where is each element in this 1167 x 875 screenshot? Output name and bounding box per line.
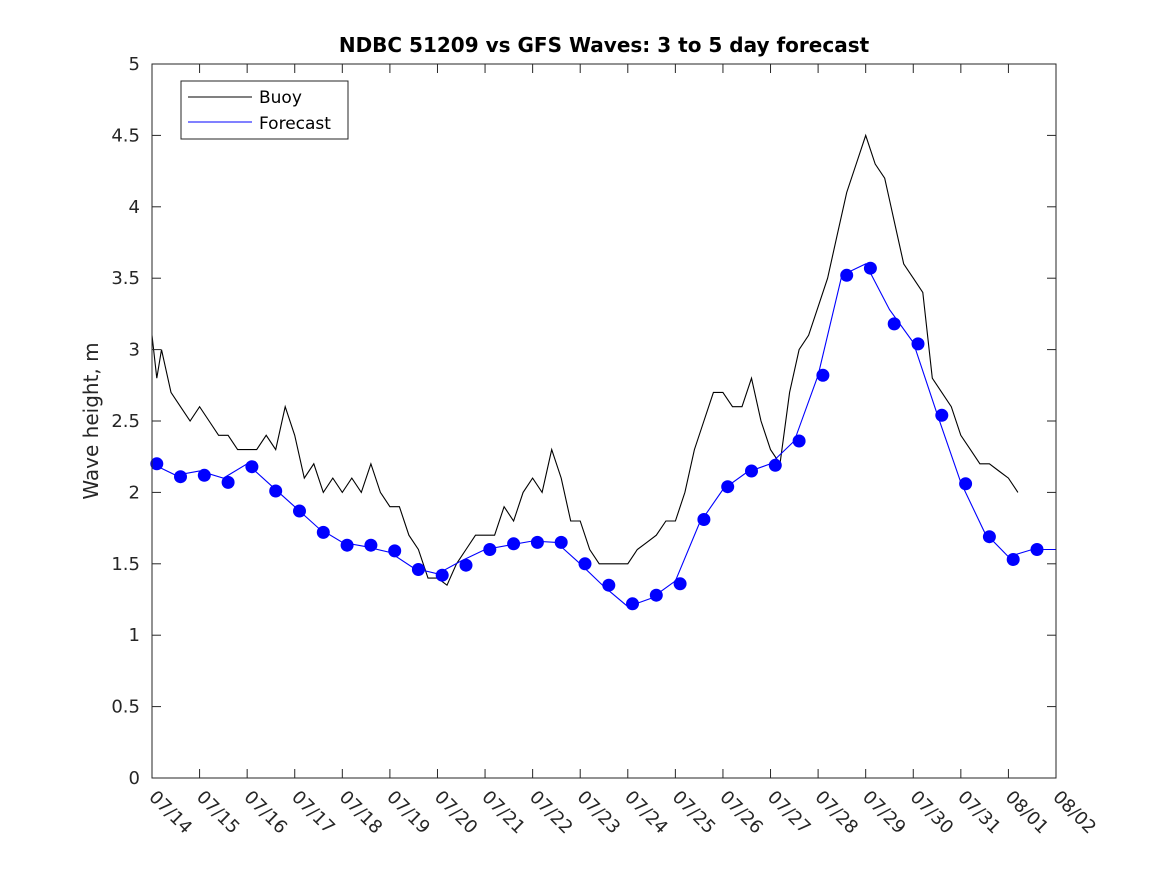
forecast-point: [316, 525, 330, 539]
legend-box: [180, 80, 349, 140]
forecast-point: [1030, 543, 1044, 556]
x-tick-label: 07/24: [620, 787, 672, 839]
x-tick-label: 07/16: [240, 787, 292, 839]
forecast-point: [887, 317, 901, 331]
forecast-point: [602, 578, 616, 592]
x-tick-label: 07/23: [573, 787, 625, 839]
forecast-point: [1006, 553, 1020, 566]
x-tick-label: 07/14: [144, 787, 196, 839]
y-tick-label: 4: [129, 197, 140, 218]
x-tick-label: 07/31: [953, 787, 1005, 839]
forecast-point: [435, 568, 449, 582]
x-tick-label: 07/27: [763, 787, 815, 839]
x-tick-label: 07/21: [478, 787, 530, 839]
x-tick-label: 07/26: [715, 787, 767, 839]
y-tick-label: 0.5: [111, 697, 140, 718]
forecast-point: [293, 504, 306, 518]
x-tick-label: 07/28: [811, 787, 863, 839]
forecast-point: [982, 530, 996, 544]
forecast-point: [554, 535, 568, 549]
forecast-point: [792, 434, 806, 448]
forecast-point: [197, 468, 211, 482]
y-tick-label: 2.5: [111, 411, 140, 432]
y-tick-label: 1.5: [111, 554, 140, 575]
y-axis-title: Wave height, m: [79, 342, 103, 499]
legend-buoy-label: Buoy: [259, 88, 302, 108]
forecast-point: [816, 368, 830, 382]
forecast-point: [697, 513, 711, 526]
series-layer: [150, 133, 1056, 611]
x-tick-label: 07/22: [525, 787, 577, 839]
forecast-point: [388, 544, 402, 558]
forecast-point: [364, 538, 378, 552]
y-tick-label: 3: [129, 340, 140, 361]
chart-title: NDBC 51209 vs GFS Waves: 3 to 5 day fore…: [339, 33, 870, 57]
forecast-point: [935, 408, 949, 422]
x-tick-label: 07/15: [192, 787, 244, 839]
y-tick-label: 2: [129, 482, 140, 503]
forecast-point: [745, 464, 758, 478]
forecast-point: [863, 261, 877, 275]
forecast-point: [459, 558, 473, 572]
x-tick-label: 07/25: [668, 787, 720, 839]
forecast-point: [530, 535, 544, 549]
forecast-point: [649, 588, 663, 602]
x-tick-label: 07/17: [287, 787, 339, 839]
buoy-line: [151, 133, 1019, 587]
x-tick-label: 07/29: [858, 787, 910, 839]
x-tick-label: 07/20: [430, 787, 482, 839]
legend: Buoy Forecast: [180, 80, 349, 140]
forecast-point: [411, 563, 425, 576]
forecast-point: [269, 484, 283, 498]
legend-forecast-label: Forecast: [259, 114, 331, 134]
forecast-point: [578, 557, 592, 571]
x-tick-label: 07/18: [335, 787, 387, 839]
x-tick-label: 07/30: [906, 787, 958, 839]
forecast-point: [840, 268, 854, 282]
forecast-point: [911, 337, 925, 351]
forecast-point: [221, 475, 235, 489]
y-tick-label: 3.5: [111, 268, 140, 289]
x-tick-label: 08/02: [1048, 787, 1100, 839]
forecast-point: [245, 460, 259, 474]
plot-area: [152, 64, 1056, 778]
forecast-point: [673, 577, 687, 591]
forecast-point: [340, 538, 354, 552]
y-tick-label: 5: [129, 54, 140, 75]
y-tick-label: 4.5: [111, 125, 140, 146]
forecast-point: [150, 457, 164, 471]
forecast-point: [768, 458, 782, 472]
y-tick-label: 0: [129, 768, 140, 789]
forecast-point: [507, 537, 521, 551]
forecast-point: [721, 480, 735, 494]
forecast-point: [174, 470, 187, 484]
forecast-point: [626, 597, 639, 611]
forecast-point: [959, 477, 973, 491]
forecast-point: [483, 543, 497, 556]
x-tick-label: 07/19: [382, 787, 434, 839]
y-tick-label: 1: [129, 625, 140, 646]
x-tick-label: 08/01: [1001, 787, 1053, 839]
